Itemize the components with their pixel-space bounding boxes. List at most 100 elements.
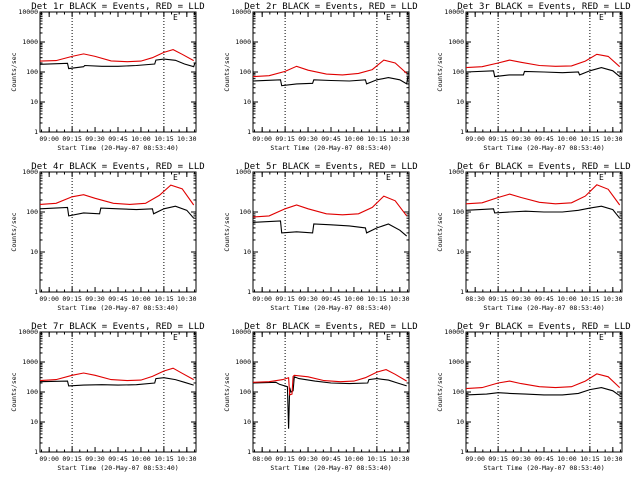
y-tick-label: 1000 [22,168,38,176]
y-tick-label: 10 [243,98,251,106]
x-tick-label: 10:15 [367,455,387,463]
y-tick-label: 100 [239,208,251,216]
x-tick-label: 09:30 [511,295,531,303]
event-marker-label: E [173,13,178,22]
x-tick-label: 09:45 [534,455,554,463]
y-tick-label: 1 [34,128,38,136]
y-tick-label: 100 [26,68,38,76]
y-tick-label: 1 [247,448,251,456]
x-tick-label: 08:00 [252,455,272,463]
y-tick-label: 10 [30,248,38,256]
panel-title: Det 3r BLACK = Events, RED = LLD [457,2,630,12]
x-tick-label: 09:00 [465,135,485,143]
series-events-line [252,376,407,429]
x-axis-label: Start Time (20-May-07 08:53:40) [483,304,604,312]
series-lld-line [465,53,621,69]
plot-frame [465,171,623,293]
y-tick-label: 1000 [448,358,464,366]
x-tick-label: 09:15 [275,455,295,463]
y-tick-label: 10 [30,98,38,106]
panel-title: Det 2r BLACK = Events, RED = LLD [244,2,417,12]
x-tick-label: 10:15 [367,295,387,303]
x-tick-label: 09:00 [252,295,272,303]
x-axis-label: Start Time (20-May-07 08:53:40) [57,304,178,312]
x-tick-label: 10:00 [557,135,577,143]
y-tick-label: 10 [243,418,251,426]
x-tick-label: 09:15 [275,135,295,143]
y-tick-label: 1000 [235,38,251,46]
y-tick-label: 1000 [235,358,251,366]
series-events-line [465,205,621,219]
x-tick-label: 09:30 [298,135,318,143]
y-tick-label: 10000 [231,328,251,336]
x-tick-label: 10:00 [344,455,364,463]
x-tick-label: 10:00 [557,295,577,303]
x-tick-label: 09:15 [62,295,82,303]
series-lld-line [252,59,408,78]
x-tick-label: 10:30 [177,455,197,463]
event-marker-label: E [599,173,604,182]
panel-title: Det 6r BLACK = Events, RED = LLD [457,162,630,172]
y-axis-label: Counts/sec [223,52,231,91]
y-tick-label: 1 [34,448,38,456]
y-tick-label: 100 [452,388,464,396]
panel-det-7: Det 7r BLACK = Events, RED = LLD10000100… [10,322,205,472]
y-tick-label: 10000 [444,8,464,16]
x-tick-label: 09:45 [534,295,554,303]
y-tick-label: 10 [456,418,464,426]
x-tick-label: 09:30 [298,455,318,463]
series-lld-line [252,195,408,218]
x-tick-label: 10:30 [390,135,410,143]
panel-title: Det 5r BLACK = Events, RED = LLD [244,162,417,172]
y-tick-label: 100 [26,388,38,396]
x-tick-label: 10:00 [131,295,151,303]
panel-title: Det 7r BLACK = Events, RED = LLD [31,322,204,332]
x-axis-label: Start Time (20-May-07 08:53:40) [57,464,178,472]
series-lld-line [39,49,194,63]
x-tick-label: 09:30 [85,295,105,303]
y-tick-label: 10000 [444,328,464,336]
y-tick-label: 1000 [22,38,38,46]
y-tick-label: 100 [452,208,464,216]
x-tick-label: 10:30 [177,295,197,303]
x-tick-label: 09:15 [62,135,82,143]
y-tick-label: 100 [26,208,38,216]
x-axis-label: Start Time (20-May-07 08:53:40) [270,304,391,312]
x-tick-label: 10:30 [177,135,197,143]
x-tick-label: 09:15 [488,295,508,303]
x-tick-label: 09:45 [108,455,128,463]
y-axis-label: Counts/sec [436,372,444,411]
x-tick-label: 10:30 [390,295,410,303]
x-tick-label: 10:00 [131,135,151,143]
y-tick-label: 10 [456,98,464,106]
plot-frame [252,171,410,293]
event-marker-label: E [599,13,604,22]
series-events-line [252,220,408,237]
x-tick-label: 10:15 [580,135,600,143]
plot-frame [252,331,410,453]
x-axis-label: Start Time (20-May-07 08:53:40) [483,144,604,152]
x-axis-label: Start Time (20-May-07 08:53:40) [270,464,391,472]
panel-title: Det 9r BLACK = Events, RED = LLD [457,322,630,332]
series-lld-line [465,373,621,390]
x-tick-label: 09:30 [511,455,531,463]
x-tick-label: 10:15 [154,295,174,303]
x-tick-label: 09:00 [252,135,272,143]
y-axis-label: Counts/sec [10,372,18,411]
plot-frame [39,11,197,133]
y-tick-label: 10000 [18,8,38,16]
y-axis-label: Counts/sec [436,212,444,251]
y-axis-label: Counts/sec [436,52,444,91]
x-tick-label: 10:00 [344,135,364,143]
x-tick-label: 09:15 [62,455,82,463]
panel-title: Det 1r BLACK = Events, RED = LLD [31,2,204,12]
x-tick-label: 09:45 [534,135,554,143]
x-tick-label: 10:30 [603,295,623,303]
y-tick-label: 10 [30,418,38,426]
x-tick-label: 10:30 [603,135,623,143]
